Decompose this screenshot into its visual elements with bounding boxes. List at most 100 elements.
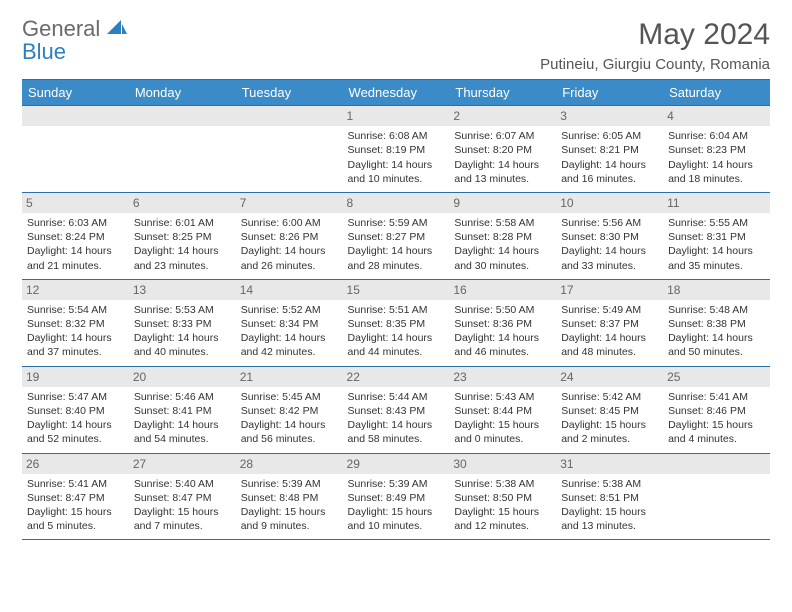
daylight-line-1: Daylight: 14 hours — [134, 331, 231, 345]
daylight-line-1: Daylight: 14 hours — [27, 244, 124, 258]
sunrise-line: Sunrise: 5:59 AM — [348, 216, 445, 230]
daylight-line-2: and 30 minutes. — [454, 259, 551, 273]
day-number: 6 — [129, 193, 236, 213]
sunrise-line: Sunrise: 5:44 AM — [348, 390, 445, 404]
daylight-line-1: Daylight: 15 hours — [241, 505, 338, 519]
daylight-line-1: Daylight: 14 hours — [27, 418, 124, 432]
calendar-cell: 22Sunrise: 5:44 AMSunset: 8:43 PMDayligh… — [343, 366, 450, 453]
day-number: 30 — [449, 454, 556, 474]
day-number: 14 — [236, 280, 343, 300]
sunrise-line: Sunrise: 5:54 AM — [27, 303, 124, 317]
calendar-cell: 13Sunrise: 5:53 AMSunset: 8:33 PMDayligh… — [129, 279, 236, 366]
calendar-cell: 16Sunrise: 5:50 AMSunset: 8:36 PMDayligh… — [449, 279, 556, 366]
daylight-line-1: Daylight: 15 hours — [134, 505, 231, 519]
daylight-line-2: and 4 minutes. — [668, 432, 765, 446]
day-number-empty — [236, 106, 343, 126]
sunset-line: Sunset: 8:21 PM — [561, 143, 658, 157]
day-number: 22 — [343, 367, 450, 387]
day-header: Saturday — [663, 80, 770, 106]
sunset-line: Sunset: 8:26 PM — [241, 230, 338, 244]
daylight-line-2: and 44 minutes. — [348, 345, 445, 359]
day-number: 5 — [22, 193, 129, 213]
day-number-empty — [663, 454, 770, 474]
day-number: 4 — [663, 106, 770, 126]
calendar-cell: 17Sunrise: 5:49 AMSunset: 8:37 PMDayligh… — [556, 279, 663, 366]
daylight-line-1: Daylight: 14 hours — [27, 331, 124, 345]
calendar-cell: 6Sunrise: 6:01 AMSunset: 8:25 PMDaylight… — [129, 192, 236, 279]
page-header: General Blue May 2024 Putineiu, Giurgiu … — [22, 18, 770, 73]
daylight-line-2: and 21 minutes. — [27, 259, 124, 273]
sunrise-line: Sunrise: 5:52 AM — [241, 303, 338, 317]
day-number: 7 — [236, 193, 343, 213]
calendar-week: 5Sunrise: 6:03 AMSunset: 8:24 PMDaylight… — [22, 192, 770, 279]
calendar-cell: 5Sunrise: 6:03 AMSunset: 8:24 PMDaylight… — [22, 192, 129, 279]
daylight-line-1: Daylight: 15 hours — [27, 505, 124, 519]
day-number: 20 — [129, 367, 236, 387]
daylight-line-2: and 23 minutes. — [134, 259, 231, 273]
day-number: 15 — [343, 280, 450, 300]
day-header: Wednesday — [343, 80, 450, 106]
daylight-line-1: Daylight: 15 hours — [561, 505, 658, 519]
sunrise-line: Sunrise: 6:07 AM — [454, 129, 551, 143]
sunset-line: Sunset: 8:46 PM — [668, 404, 765, 418]
day-header: Thursday — [449, 80, 556, 106]
daylight-line-1: Daylight: 14 hours — [241, 418, 338, 432]
sunrise-line: Sunrise: 5:43 AM — [454, 390, 551, 404]
day-number: 24 — [556, 367, 663, 387]
calendar-cell: 1Sunrise: 6:08 AMSunset: 8:19 PMDaylight… — [343, 106, 450, 193]
day-header: Sunday — [22, 80, 129, 106]
daylight-line-2: and 54 minutes. — [134, 432, 231, 446]
daylight-line-2: and 56 minutes. — [241, 432, 338, 446]
daylight-line-1: Daylight: 15 hours — [561, 418, 658, 432]
calendar-cell: 26Sunrise: 5:41 AMSunset: 8:47 PMDayligh… — [22, 453, 129, 540]
sunset-line: Sunset: 8:32 PM — [27, 317, 124, 331]
calendar-cell: 10Sunrise: 5:56 AMSunset: 8:30 PMDayligh… — [556, 192, 663, 279]
sunset-line: Sunset: 8:43 PM — [348, 404, 445, 418]
calendar-cell: 14Sunrise: 5:52 AMSunset: 8:34 PMDayligh… — [236, 279, 343, 366]
day-number: 28 — [236, 454, 343, 474]
daylight-line-1: Daylight: 14 hours — [668, 158, 765, 172]
day-header: Tuesday — [236, 80, 343, 106]
sunrise-line: Sunrise: 5:45 AM — [241, 390, 338, 404]
calendar-cell — [129, 106, 236, 193]
calendar-cell: 18Sunrise: 5:48 AMSunset: 8:38 PMDayligh… — [663, 279, 770, 366]
sunset-line: Sunset: 8:23 PM — [668, 143, 765, 157]
daylight-line-2: and 13 minutes. — [561, 519, 658, 533]
calendar-week: 19Sunrise: 5:47 AMSunset: 8:40 PMDayligh… — [22, 366, 770, 453]
sunrise-line: Sunrise: 5:38 AM — [454, 477, 551, 491]
day-number: 12 — [22, 280, 129, 300]
daylight-line-2: and 16 minutes. — [561, 172, 658, 186]
location-text: Putineiu, Giurgiu County, Romania — [540, 56, 770, 73]
month-title: May 2024 — [540, 18, 770, 52]
calendar-table: SundayMondayTuesdayWednesdayThursdayFrid… — [22, 79, 770, 540]
daylight-line-2: and 10 minutes. — [348, 172, 445, 186]
day-number: 31 — [556, 454, 663, 474]
sunrise-line: Sunrise: 6:05 AM — [561, 129, 658, 143]
daylight-line-2: and 50 minutes. — [668, 345, 765, 359]
day-number: 26 — [22, 454, 129, 474]
daylight-line-2: and 26 minutes. — [241, 259, 338, 273]
daylight-line-2: and 18 minutes. — [668, 172, 765, 186]
day-number: 13 — [129, 280, 236, 300]
calendar-cell: 15Sunrise: 5:51 AMSunset: 8:35 PMDayligh… — [343, 279, 450, 366]
daylight-line-1: Daylight: 14 hours — [454, 158, 551, 172]
calendar-body: 1Sunrise: 6:08 AMSunset: 8:19 PMDaylight… — [22, 106, 770, 540]
calendar-cell: 31Sunrise: 5:38 AMSunset: 8:51 PMDayligh… — [556, 453, 663, 540]
calendar-cell: 2Sunrise: 6:07 AMSunset: 8:20 PMDaylight… — [449, 106, 556, 193]
calendar-cell — [663, 453, 770, 540]
daylight-line-2: and 58 minutes. — [348, 432, 445, 446]
sunset-line: Sunset: 8:45 PM — [561, 404, 658, 418]
sunrise-line: Sunrise: 6:01 AM — [134, 216, 231, 230]
sunrise-line: Sunrise: 6:03 AM — [27, 216, 124, 230]
sunset-line: Sunset: 8:20 PM — [454, 143, 551, 157]
title-block: May 2024 Putineiu, Giurgiu County, Roman… — [540, 18, 770, 73]
day-number: 17 — [556, 280, 663, 300]
sunset-line: Sunset: 8:37 PM — [561, 317, 658, 331]
sunset-line: Sunset: 8:25 PM — [134, 230, 231, 244]
calendar-cell — [22, 106, 129, 193]
day-number: 21 — [236, 367, 343, 387]
sunrise-line: Sunrise: 6:08 AM — [348, 129, 445, 143]
calendar-cell — [236, 106, 343, 193]
daylight-line-2: and 35 minutes. — [668, 259, 765, 273]
sunset-line: Sunset: 8:28 PM — [454, 230, 551, 244]
